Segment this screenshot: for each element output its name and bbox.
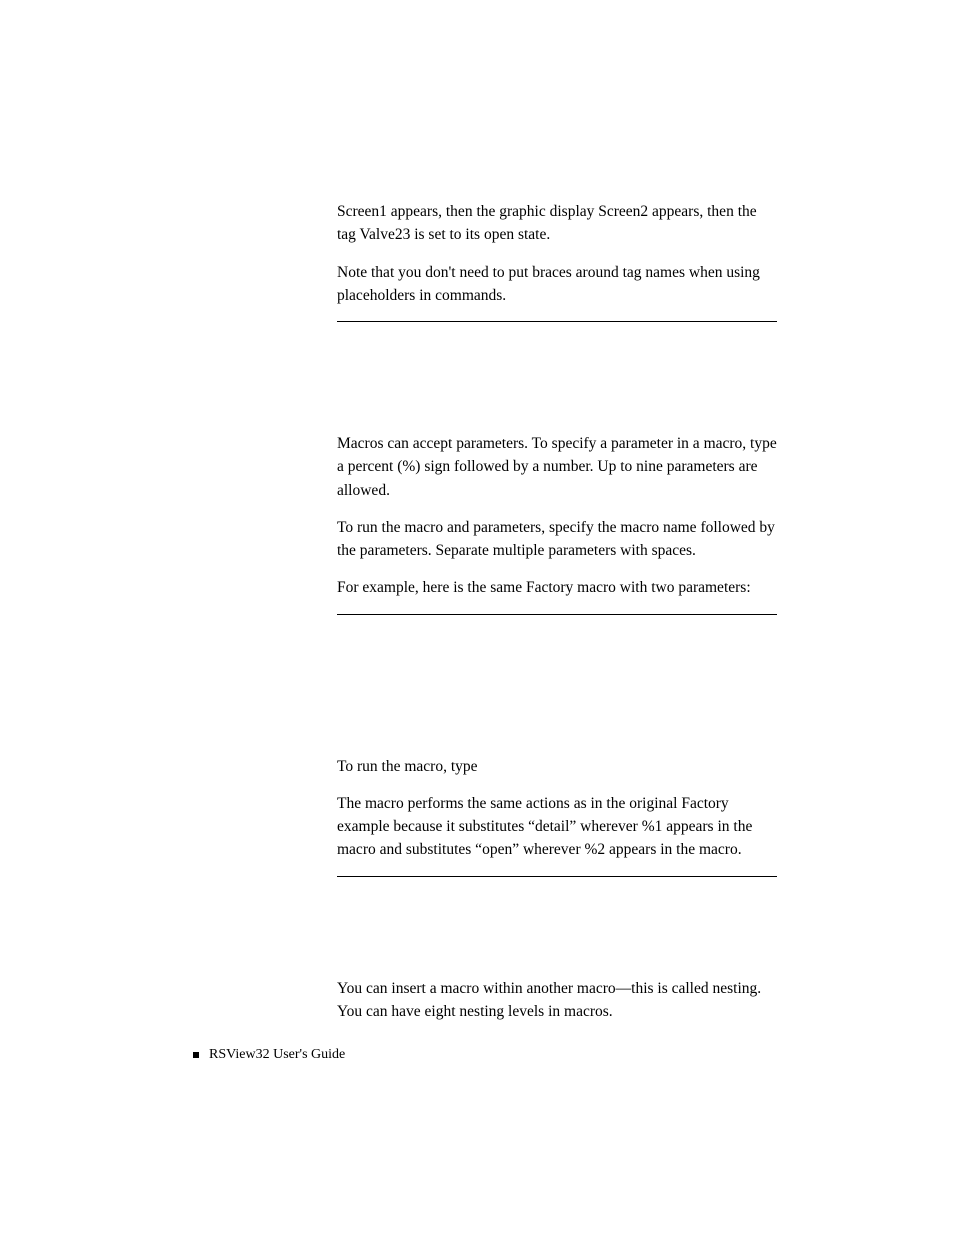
section-rule <box>337 876 777 877</box>
paragraph: The macro performs the same actions as i… <box>337 792 777 862</box>
page-content: Screen1 appears, then the graphic displa… <box>337 200 777 1037</box>
section-rule <box>337 614 777 615</box>
page-footer: RSView32 User's Guide <box>193 1047 345 1063</box>
paragraph: Screen1 appears, then the graphic displa… <box>337 200 777 247</box>
paragraph: Macros can accept parameters. To specify… <box>337 432 777 502</box>
paragraph: For example, here is the same Factory ma… <box>337 576 777 599</box>
paragraph: You can insert a macro within another ma… <box>337 977 777 1024</box>
paragraph: To run the macro and parameters, specify… <box>337 516 777 563</box>
footer-text: RSView32 User's Guide <box>209 1047 345 1063</box>
bullet-icon <box>193 1052 199 1058</box>
section-rule <box>337 321 777 322</box>
paragraph: To run the macro, type <box>337 755 777 778</box>
paragraph: Note that you don't need to put braces a… <box>337 261 777 308</box>
